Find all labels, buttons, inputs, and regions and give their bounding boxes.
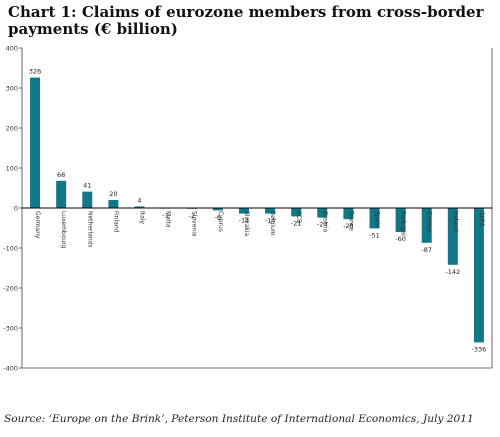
data-label-slovakia: -14 — [239, 217, 250, 225]
bar-slovakia — [238, 208, 249, 214]
chart-title-text: Claims of eurozone members from cross-bo… — [8, 3, 484, 38]
category-label-netherlands: Netherlands — [86, 211, 93, 248]
y-tick-label: -100 — [3, 244, 18, 252]
data-label-greece: -87 — [421, 246, 432, 254]
category-label-portugal: Portugal — [400, 211, 407, 236]
data-label-giips: -336 — [472, 345, 487, 353]
category-label-cyprus: Cyprus — [217, 211, 224, 232]
bar-chart: 400 300 200 100 0 -100 -200 -300 -400 326 Germany 6… — [3, 44, 493, 372]
bar-giips — [473, 208, 484, 343]
category-label-belgium: Belgium — [269, 211, 276, 236]
y-tick-label: 300 — [6, 84, 18, 92]
category-label-finland: Finland — [112, 211, 119, 233]
category-label-slovenia: Slovenia — [191, 211, 198, 237]
bar-portugal — [395, 208, 406, 232]
y-tick-label: -200 — [3, 284, 18, 292]
bar-finland — [108, 200, 119, 208]
bar-greece — [421, 208, 432, 243]
category-label-italy: Italy — [139, 211, 146, 224]
category-label-spain: Spain — [374, 211, 381, 228]
bar-ireland — [447, 208, 458, 265]
bar-cyprus — [212, 208, 223, 211]
bar-belgium — [265, 208, 276, 214]
chart-title-prefix: Chart 1: — [8, 3, 77, 21]
bar-italy — [134, 206, 145, 208]
data-label-cyprus: -6 — [215, 213, 221, 221]
category-label-malta: Malta — [165, 211, 172, 228]
data-label-spain: -51 — [369, 231, 380, 239]
y-tick-label: 100 — [6, 164, 18, 172]
category-label-slovakia: Slovakia — [243, 211, 250, 237]
data-label-netherlands: 41 — [83, 182, 91, 190]
data-label-belgium: -14 — [265, 217, 276, 225]
bar-germany — [30, 77, 41, 208]
data-label-france: -28 — [343, 222, 354, 230]
category-label-france: France — [347, 211, 354, 231]
data-label-ireland: -142 — [445, 268, 460, 276]
category-label-germany: Germany — [34, 211, 41, 239]
bar-austria — [317, 208, 328, 218]
category-label-luxembourg: Luxembourg — [60, 211, 67, 249]
category-label-ireland: Ireland — [452, 211, 459, 232]
y-tick-label: -400 — [3, 364, 18, 372]
category-label-greece: Greece — [426, 211, 433, 233]
chart-title: Chart 1: Claims of eurozone members from… — [8, 4, 496, 38]
category-label-ecb: ECB — [295, 211, 302, 223]
bar-ecb — [291, 208, 302, 217]
data-label-austria: -24 — [317, 221, 328, 229]
data-label-malta: -1 — [162, 211, 168, 219]
category-label-austria: Austria — [321, 211, 328, 233]
category-label-giips: GIIPS — [478, 211, 485, 227]
bar-spain — [369, 208, 380, 229]
source-note: Source: ‘Europe on the Brink’, Peterson … — [4, 413, 474, 425]
y-tick-label: 200 — [6, 124, 18, 132]
data-label-ecb: -21 — [291, 219, 302, 227]
data-label-germany: 326 — [29, 68, 41, 76]
bar-luxembourg — [56, 180, 67, 208]
data-label-portugal: -60 — [395, 235, 406, 243]
y-tick-label: -300 — [3, 324, 18, 332]
data-label-italy: 4 — [137, 196, 141, 204]
data-label-luxembourg: 68 — [57, 171, 65, 179]
data-label-slovenia: -2 — [188, 212, 194, 220]
bar-netherlands — [82, 191, 93, 208]
y-tick-label: 0 — [14, 204, 18, 212]
data-label-finland: 20 — [109, 190, 117, 198]
bar-france — [343, 208, 354, 220]
y-tick-label: 400 — [6, 44, 18, 52]
